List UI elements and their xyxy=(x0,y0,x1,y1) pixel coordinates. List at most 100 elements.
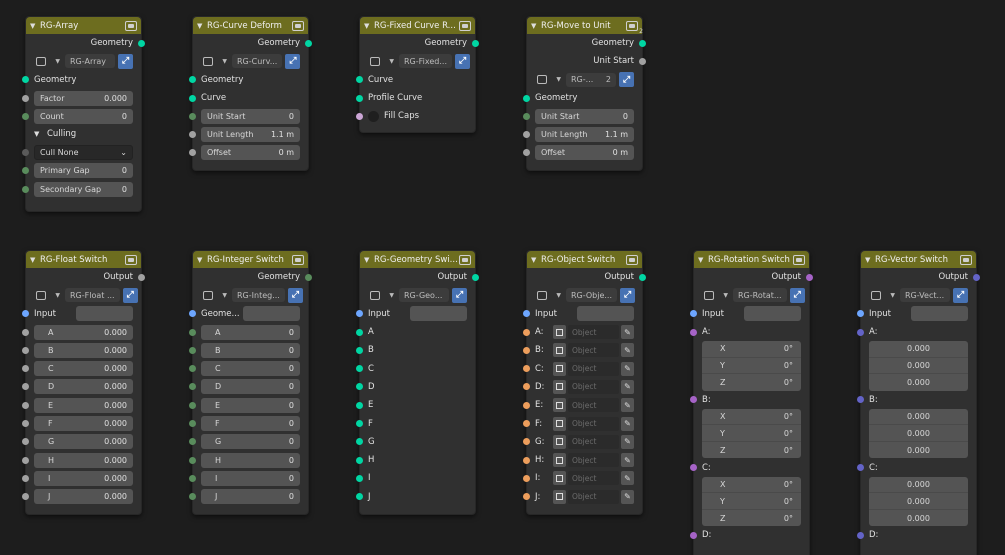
group-browse-button[interactable]: ▼ xyxy=(34,288,62,302)
node-rg-geometry-switch[interactable]: ▼ RG-Geometry Swi... Output ▼ RG-Geo... ⤢ I… xyxy=(356,250,479,515)
item-socket[interactable] xyxy=(857,396,864,404)
collapse-chevron-icon[interactable]: ▼ xyxy=(531,255,537,264)
rotation-y-field[interactable]: Y 0° xyxy=(702,425,801,442)
item-socket[interactable] xyxy=(189,493,196,501)
secondary-gap-field[interactable]: Secondary Gap 0 xyxy=(34,181,133,197)
unit-length-socket[interactable] xyxy=(189,131,196,139)
node-header[interactable]: ▼ RG-Fixed Curve R... xyxy=(360,17,475,34)
item-socket[interactable] xyxy=(356,493,363,501)
rotation-y-field[interactable]: Y 0° xyxy=(702,493,801,510)
object-icon[interactable] xyxy=(553,453,566,468)
item-socket[interactable] xyxy=(356,365,363,373)
input-value-field[interactable] xyxy=(911,306,968,322)
object-field[interactable]: Object xyxy=(568,416,619,431)
node-rg-rotation-switch[interactable]: ▼ RG-Rotation Switch Output ▼ RG-Rotat... ⤢… xyxy=(690,250,813,555)
item-socket[interactable] xyxy=(523,493,530,501)
geometry-output-socket[interactable] xyxy=(305,39,312,47)
group-browse-button[interactable]: ▼ xyxy=(368,54,396,68)
rotation-x-field[interactable]: X 0° xyxy=(702,341,801,358)
group-name-field[interactable]: RG-Array xyxy=(65,54,115,69)
vector-component-field[interactable]: 0.000 xyxy=(869,409,968,426)
object-icon[interactable] xyxy=(553,379,566,394)
count-field[interactable]: Count 0 xyxy=(34,108,133,124)
geometry-input-socket[interactable] xyxy=(189,76,196,84)
fake-user-button[interactable]: ⤢ xyxy=(455,53,471,69)
item-socket[interactable] xyxy=(22,420,29,428)
collapse-chevron-icon[interactable]: ▼ xyxy=(364,255,370,264)
rotation-x-field[interactable]: X 0° xyxy=(702,409,801,426)
eyedropper-icon[interactable]: ✎ xyxy=(621,325,634,340)
fake-user-button[interactable]: ⤢ xyxy=(122,287,138,303)
collapse-chevron-icon[interactable]: ▼ xyxy=(197,21,203,30)
eyedropper-icon[interactable]: ✎ xyxy=(621,434,634,449)
geometry-output-socket[interactable] xyxy=(639,39,646,47)
vector-component-field[interactable]: 0.000 xyxy=(869,358,968,375)
object-field[interactable]: Object xyxy=(568,471,619,486)
fill-caps-socket[interactable] xyxy=(356,112,363,120)
node-header[interactable]: ▼ RG-Integer Switch xyxy=(193,251,308,268)
cull-mode-socket[interactable] xyxy=(22,149,29,157)
vector-field[interactable]: 0.000 0.000 0.000 xyxy=(869,408,968,459)
input-index-socket[interactable] xyxy=(523,310,530,318)
node-header[interactable]: ▼ RG-Move to Unit xyxy=(527,17,643,35)
item-socket[interactable] xyxy=(189,383,196,391)
item-field[interactable]: B 0.000 xyxy=(34,342,133,358)
vector-field[interactable]: 0.000 0.000 0.000 xyxy=(869,476,968,527)
rotation-x-field[interactable]: X 0° xyxy=(702,477,801,494)
object-field[interactable]: Object xyxy=(568,398,619,413)
item-socket[interactable] xyxy=(189,474,196,482)
input-value-field[interactable] xyxy=(76,306,133,322)
item-socket[interactable] xyxy=(356,383,363,391)
secondary-gap-socket[interactable] xyxy=(22,185,29,193)
item-socket[interactable] xyxy=(22,493,29,501)
node-rg-fixed-curve[interactable]: ▼ RG-Fixed Curve R... Geometry ▼ RG-Fixed.… xyxy=(356,16,479,133)
item-socket[interactable] xyxy=(857,531,864,539)
object-icon[interactable] xyxy=(553,398,566,413)
count-socket[interactable] xyxy=(22,112,29,120)
item-socket[interactable] xyxy=(189,346,196,354)
item-socket[interactable] xyxy=(356,474,363,482)
input-index-socket[interactable] xyxy=(690,310,697,318)
item-socket[interactable] xyxy=(189,328,196,336)
rotation-z-field[interactable]: Z 0° xyxy=(720,445,793,455)
geometry-output-socket[interactable] xyxy=(138,39,145,47)
vector-component-field[interactable]: 0.000 xyxy=(907,445,930,455)
collapse-chevron-icon[interactable]: ▼ xyxy=(30,255,36,264)
profile-curve-socket[interactable] xyxy=(356,94,363,102)
item-socket[interactable] xyxy=(356,328,363,336)
input-index-socket[interactable] xyxy=(189,310,196,318)
output-socket[interactable] xyxy=(305,273,312,281)
curve-input-socket[interactable] xyxy=(356,76,363,84)
object-icon[interactable] xyxy=(553,471,566,486)
collapse-chevron-icon[interactable]: ▼ xyxy=(364,21,370,30)
output-socket[interactable] xyxy=(472,273,479,281)
node-header[interactable]: ▼ RG-Vector Switch xyxy=(861,251,976,268)
node-header[interactable]: ▼ RG-Curve Deform xyxy=(193,17,308,34)
item-socket[interactable] xyxy=(523,438,530,446)
eyedropper-icon[interactable]: ✎ xyxy=(621,416,634,431)
item-socket[interactable] xyxy=(22,474,29,482)
unit-start-field[interactable]: Unit Start 0 xyxy=(201,108,300,124)
offset-socket[interactable] xyxy=(189,149,196,157)
group-name-field[interactable]: RG-Fixed... xyxy=(399,54,453,69)
node-header[interactable]: ▼ RG-Object Switch xyxy=(527,251,642,268)
object-field[interactable]: Object xyxy=(568,489,619,504)
node-header[interactable]: ▼ RG-Geometry Swi... xyxy=(360,251,475,268)
item-socket[interactable] xyxy=(22,438,29,446)
item-field[interactable]: G 0.000 xyxy=(34,434,133,450)
item-socket[interactable] xyxy=(523,456,530,464)
object-field[interactable]: Object xyxy=(568,453,619,468)
item-socket[interactable] xyxy=(356,401,363,409)
item-socket[interactable] xyxy=(523,328,530,336)
unit-start-socket[interactable] xyxy=(523,112,530,120)
input-value-field[interactable] xyxy=(744,306,801,322)
group-browse-button[interactable]: ▼ xyxy=(368,288,396,302)
rotation-vector-field[interactable]: X 0° Y 0° Z 0° xyxy=(702,408,801,459)
group-browse-button[interactable]: ▼ xyxy=(201,288,229,302)
